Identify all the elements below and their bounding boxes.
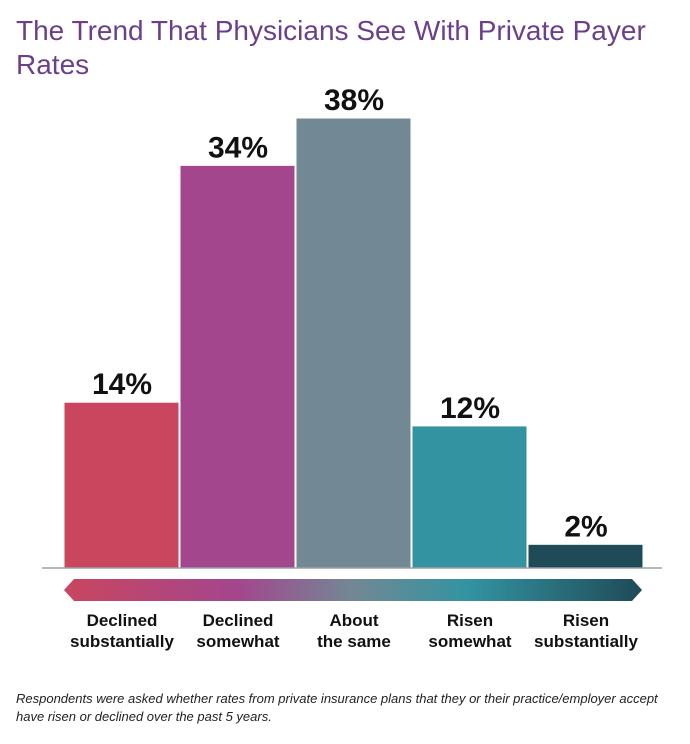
category-label-line: About — [329, 611, 379, 630]
category-label-line: somewhat — [196, 632, 280, 651]
category-label-0: Declined substantially — [62, 610, 182, 652]
category-label-line: Declined — [86, 611, 158, 630]
footnote: Respondents were asked whether rates fro… — [16, 691, 658, 724]
category-label-line: Declined — [202, 611, 274, 630]
chart-title: The Trend That Physicians See With Priva… — [16, 15, 646, 80]
bar-4 — [527, 543, 644, 569]
category-label-line: substantially — [534, 632, 638, 651]
bar-value-label-1: 34% — [208, 131, 268, 164]
bar-2 — [295, 117, 412, 569]
category-label-line: Risen — [562, 611, 610, 630]
bar-value-label-4: 2% — [564, 510, 607, 543]
bar-1 — [179, 164, 296, 569]
bar-value-label-3: 12% — [440, 392, 500, 425]
category-label-line: Risen — [446, 611, 494, 630]
category-label-4: Risen substantially — [526, 610, 646, 652]
bar-0 — [63, 401, 180, 569]
category-label-line: substantially — [70, 632, 174, 651]
bars-layer — [63, 117, 644, 569]
bar-value-label-0: 14% — [92, 368, 152, 401]
category-label-1: Declined somewhat — [178, 610, 298, 652]
bar-value-label-2: 38% — [324, 84, 384, 117]
category-label-3: Risen somewhat — [410, 610, 530, 652]
scale-gradient-arrow — [64, 579, 642, 601]
category-label-2: About the same — [294, 610, 414, 652]
bar-3 — [411, 425, 528, 569]
category-label-line: somewhat — [428, 632, 512, 651]
category-label-line: the same — [317, 632, 391, 651]
value-labels-layer: 14% 34% 38% 12% 2% — [92, 84, 608, 543]
